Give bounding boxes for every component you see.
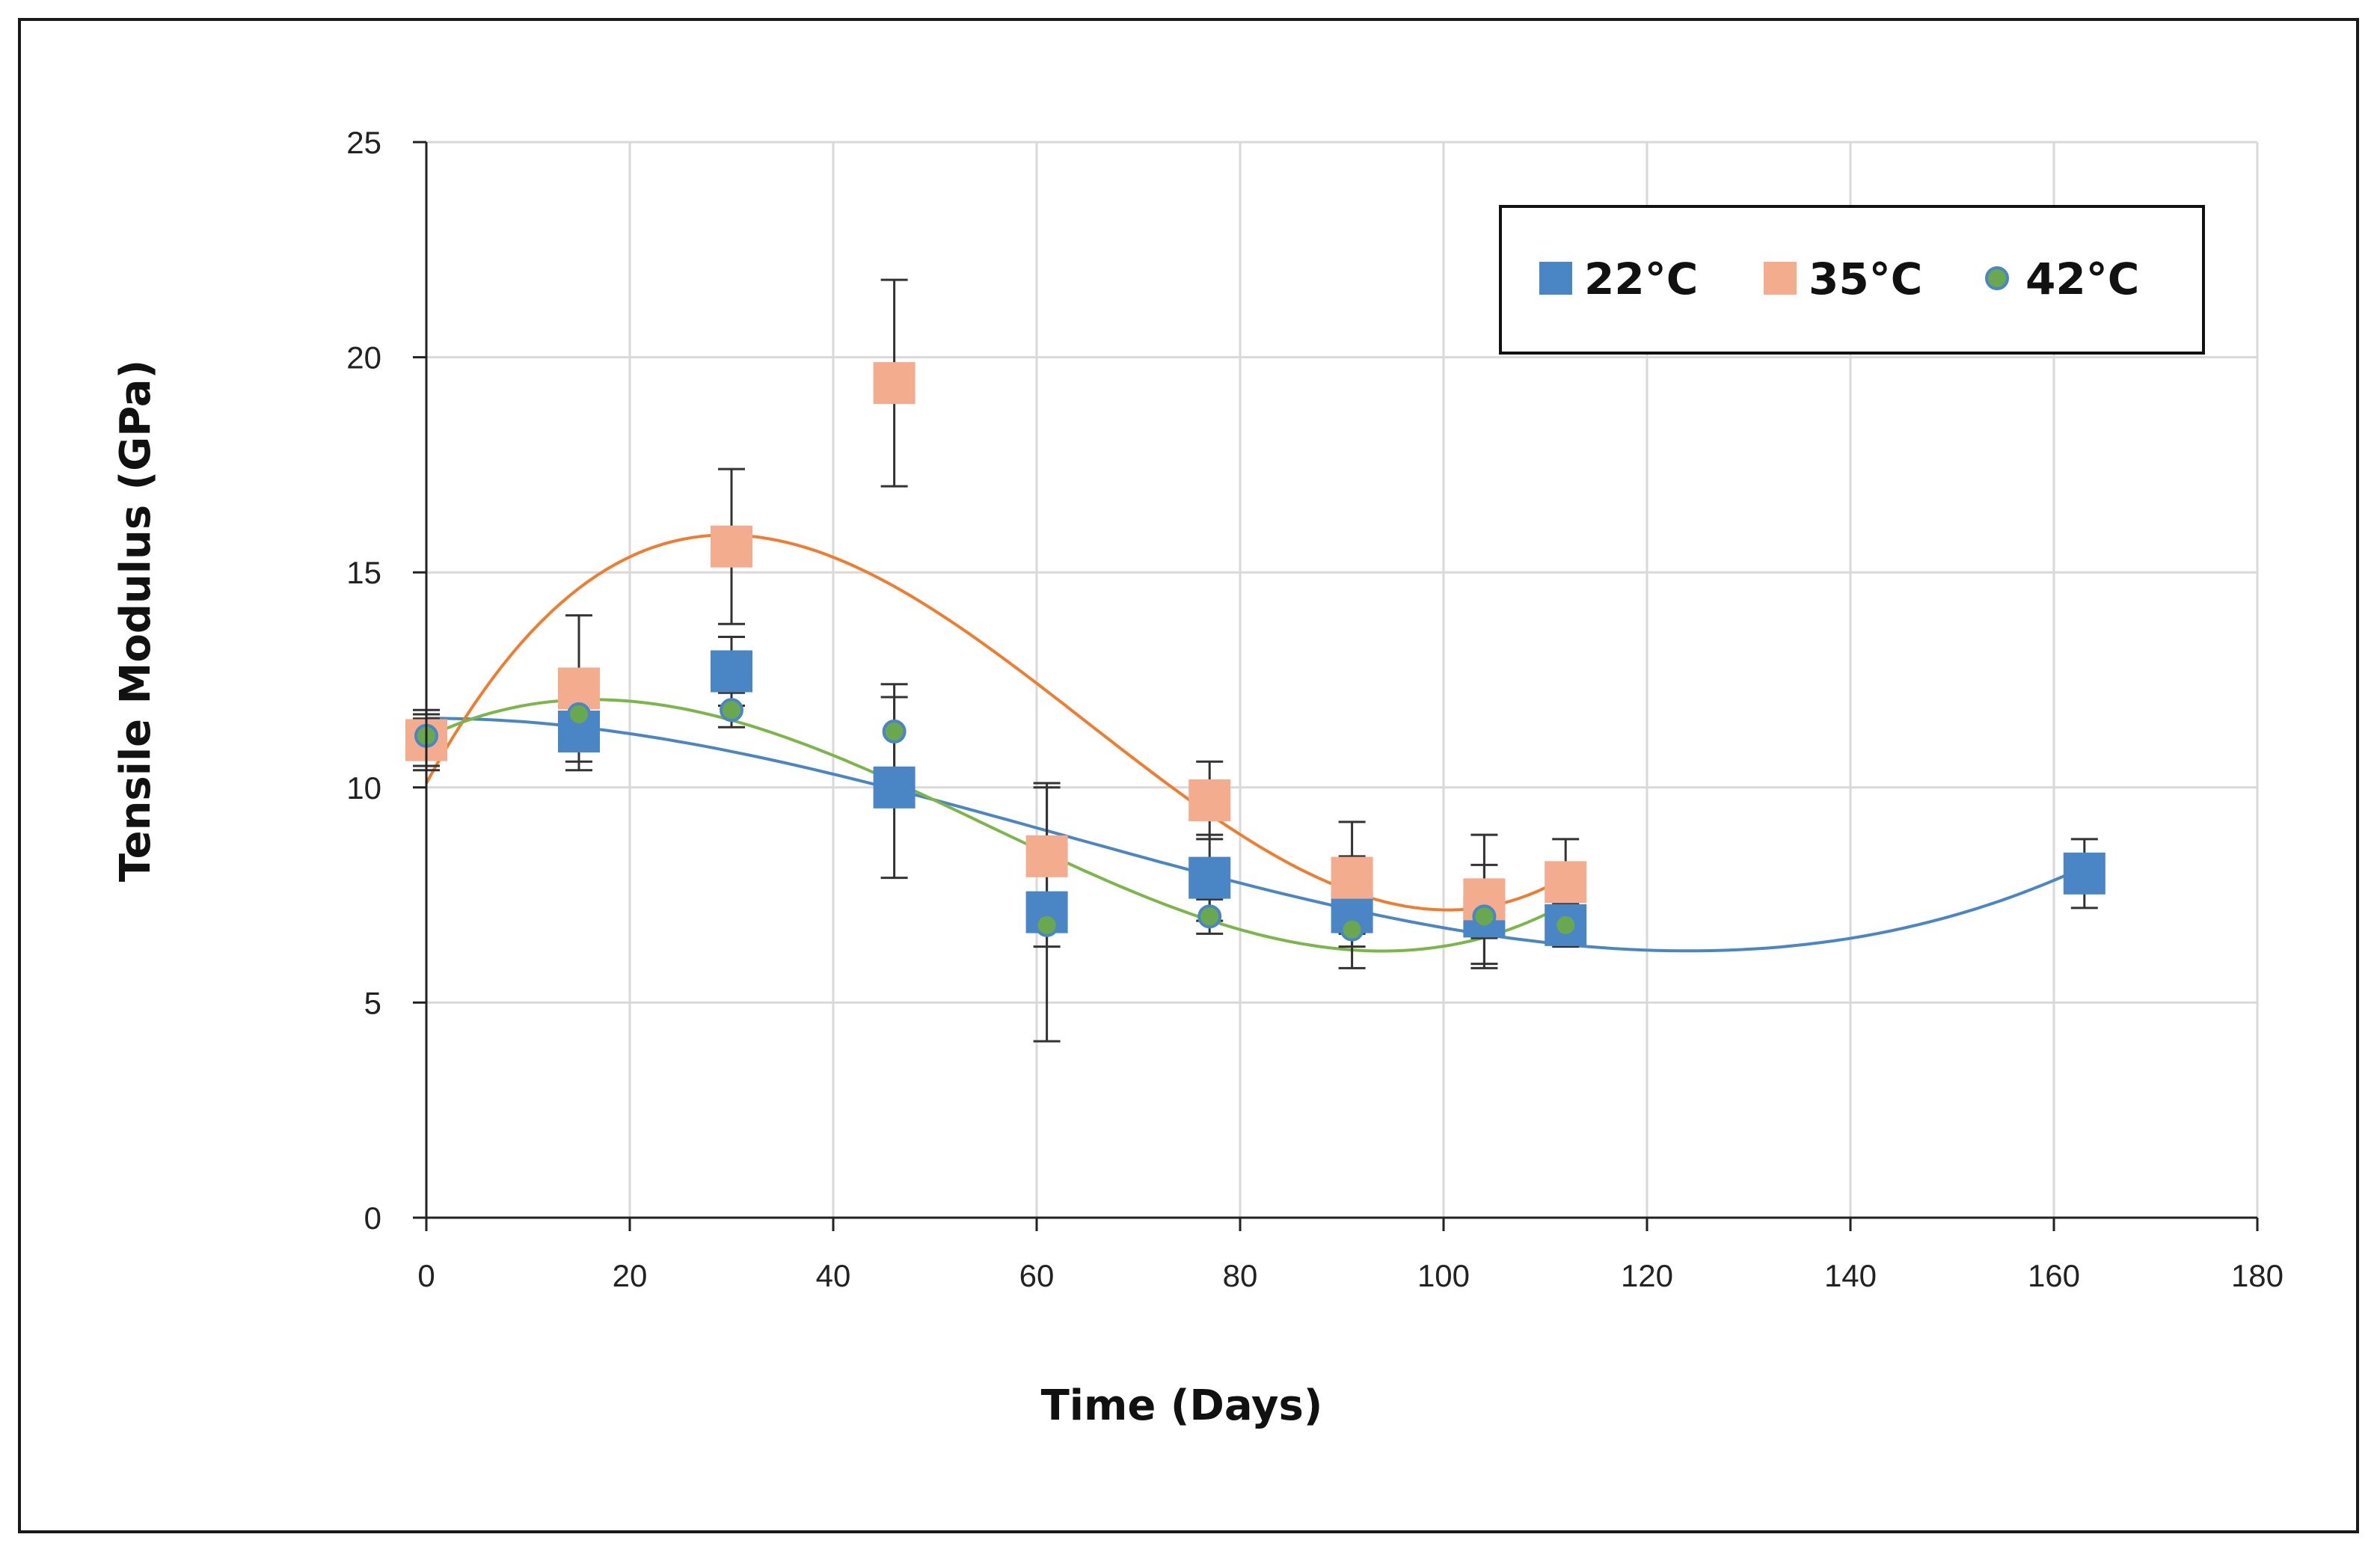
point-2 (1554, 913, 1578, 937)
x-tick-label: 0 (417, 1258, 435, 1293)
point-2 (1034, 913, 1059, 937)
x-tick-label: 80 (1223, 1258, 1258, 1293)
x-tick-label: 20 (613, 1258, 648, 1293)
y-axis-title: Tensile Modulus (GPa) (111, 360, 160, 882)
trendline-0 (426, 717, 2085, 953)
legend-marker-2 (1985, 266, 2009, 290)
legend-box (1499, 205, 2205, 355)
y-tick-label: 10 (346, 770, 381, 806)
point-0 (873, 766, 915, 809)
point-1 (1545, 861, 1587, 904)
point-2 (1340, 917, 1364, 942)
legend-marker-0 (1539, 262, 1572, 295)
point-2 (1197, 904, 1222, 929)
point-1 (1025, 835, 1068, 877)
point-2 (882, 720, 907, 744)
y-tick-label: 5 (364, 985, 381, 1020)
trendline-2 (426, 698, 1567, 953)
point-1 (711, 525, 752, 568)
trendline-1 (425, 533, 1567, 912)
x-tick-label: 160 (2028, 1258, 2080, 1293)
y-tick-label: 0 (364, 1200, 381, 1236)
x-tick-label: 180 (2231, 1258, 2284, 1293)
point-2 (567, 702, 591, 727)
point-0 (2063, 852, 2105, 895)
x-tick-label: 140 (1824, 1258, 1877, 1293)
legend-label-0: 22°C (1584, 254, 1698, 304)
point-0 (711, 650, 752, 693)
point-1 (1189, 779, 1231, 822)
x-tick-label: 40 (816, 1258, 851, 1293)
x-tick-label: 120 (1621, 1258, 1673, 1293)
point-1 (873, 362, 915, 405)
y-tick-label: 15 (346, 555, 381, 590)
y-tick-label: 20 (346, 340, 381, 375)
x-axis-title: Time (Days) (1041, 1381, 1323, 1430)
point-1 (1331, 856, 1373, 899)
legend-label-1: 35°C (1809, 254, 1922, 304)
legend-marker-1 (1764, 262, 1797, 295)
legend-label-2: 42°C (2025, 254, 2139, 304)
x-tick-label: 100 (1417, 1258, 1470, 1293)
point-2 (1472, 904, 1497, 929)
y-tick-label: 25 (346, 125, 381, 160)
x-tick-label: 60 (1019, 1258, 1055, 1293)
point-0 (1189, 856, 1231, 899)
point-2 (720, 698, 743, 723)
